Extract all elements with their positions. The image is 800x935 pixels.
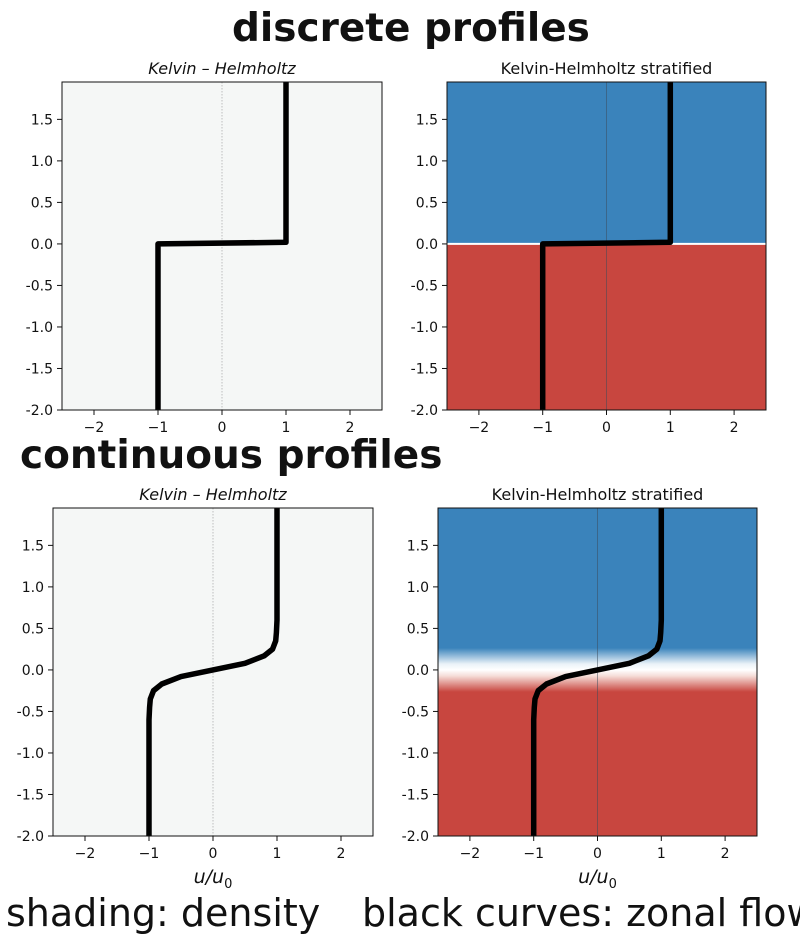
x-tick-label: 2 [337,846,346,862]
zonal-flow-curve [539,82,674,410]
x-tick-label: −2 [75,846,96,862]
x-tick-label: −1 [148,420,169,436]
y-tick-label: 0.0 [407,663,429,679]
x-tick-label: 0 [602,420,611,436]
y-tick-label: 0.5 [22,621,44,637]
x-axis-label: u/u0 [578,866,617,892]
x-tick-label: 2 [721,846,730,862]
x-tick-label: −2 [460,846,481,862]
y-tick-label: 1.5 [407,538,429,554]
x-tick-label: 0 [218,420,227,436]
y-tick-label: -2.0 [402,829,429,845]
footer-shading-caption: shading: density [6,891,321,935]
heading-discrete-profiles: discrete profiles [232,6,590,51]
panel-title: Kelvin-Helmholtz stratified [492,485,704,504]
y-tick-label: 1.5 [22,538,44,554]
panel-discrete-unstratified: -2.0 -1.5 -1.0 -0.5 0.0 0.5 1.0 1.5 −2 −1 0 1 2 Kelvi… [26,59,383,436]
x-tick-label: 0 [209,846,218,862]
zonal-flow-curve [146,508,280,836]
y-tick-label: 1.0 [416,154,438,170]
y-tick-label: -1.5 [26,361,53,377]
y-tick-label: 1.0 [22,580,44,596]
y-tick-label: 0.0 [22,663,44,679]
x-tick-label: −1 [523,846,544,862]
y-tick-label: -0.5 [26,278,53,294]
y-tick-label: -1.0 [402,746,429,762]
y-tick-label: 0.5 [416,195,438,211]
x-tick-label: −1 [139,846,160,862]
y-tick-label: -1.5 [402,787,429,803]
x-tick-label: 1 [273,846,282,862]
panel-title: Kelvin – Helmholtz [148,59,296,78]
y-tick-label: 1.0 [31,154,53,170]
y-tick-label: 0.5 [31,195,53,211]
y-tick-label: 0.5 [407,621,429,637]
x-tick-label: 1 [666,420,675,436]
y-tick-label: -2.0 [26,403,53,419]
y-tick-label: -1.0 [17,746,44,762]
y-tick-label: 0.0 [31,237,53,253]
heading-continuous-profiles: continuous profiles [20,433,443,478]
panel-continuous-stratified: -2.0 -1.5 -1.0 -0.5 0.0 0.5 1.0 1.5 −2 −1 0 1 2 Kelvi… [402,485,758,892]
zonal-flow-curve [155,82,289,410]
x-tick-label: 1 [282,420,291,436]
y-tick-label: -0.5 [411,278,438,294]
panel-continuous-unstratified: -2.0 -1.5 -1.0 -0.5 0.0 0.5 1.0 1.5 −2 −1 0 1 2 Kelvi… [17,485,374,892]
x-axis-label: u/u0 [194,866,233,892]
panel-title: Kelvin-Helmholtz stratified [501,59,713,78]
y-tick-label: 0.0 [416,237,438,253]
x-tick-label: 2 [730,420,739,436]
y-tick-label: 1.5 [416,112,438,128]
y-tick-label: 1.0 [407,580,429,596]
y-tick-label: -1.0 [411,320,438,336]
y-tick-label: -1.5 [411,361,438,377]
x-tick-label: −2 [469,420,490,436]
y-tick-label: -1.5 [17,787,44,803]
y-tick-label: -0.5 [402,704,429,720]
y-tick-label: -2.0 [17,829,44,845]
y-tick-label: 1.5 [31,112,53,128]
footer-curves-caption: black curves: zonal flow [362,891,800,935]
x-tick-label: 0 [593,846,602,862]
panel-title: Kelvin – Helmholtz [139,485,287,504]
zonal-flow-curve [530,508,665,836]
x-tick-label: −1 [532,420,553,436]
x-tick-label: −2 [84,420,105,436]
x-tick-label: 2 [346,420,355,436]
panel-discrete-stratified: -2.0 -1.5 -1.0 -0.5 0.0 0.5 1.0 1.5 −2 −1 0 1 2 Kelvi… [411,59,767,436]
y-tick-label: -2.0 [411,403,438,419]
y-tick-label: -0.5 [17,704,44,720]
x-tick-label: 1 [657,846,666,862]
y-tick-label: -1.0 [26,320,53,336]
